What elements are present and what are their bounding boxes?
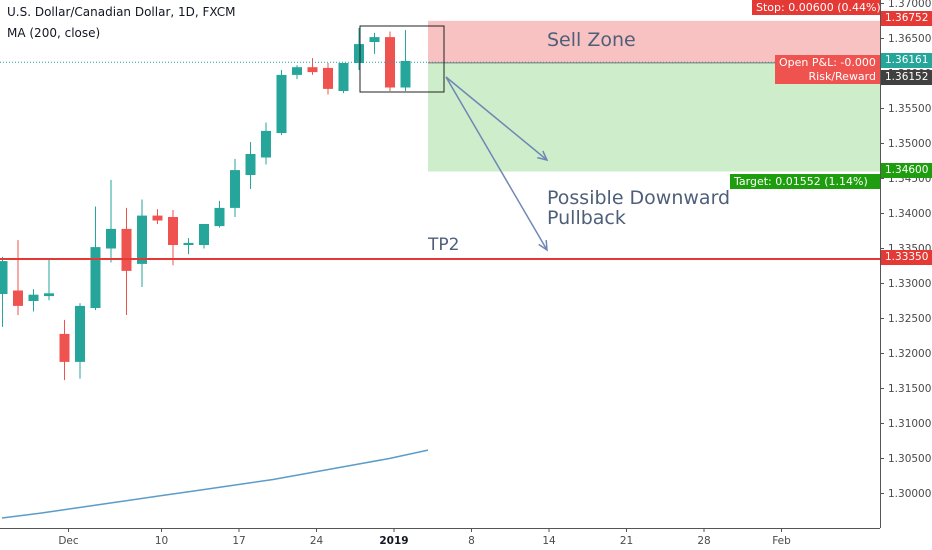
candle-body-up xyxy=(369,37,380,42)
chart-title: U.S. Dollar/Canadian Dollar, 1D, FXCM xyxy=(7,5,236,19)
pullback-arrow-target xyxy=(445,76,548,161)
date-tick-label: 24 xyxy=(310,535,324,547)
open-pnl-tag[interactable]: Open P&L: -0.000 xyxy=(775,55,880,70)
candle-body-up xyxy=(261,130,271,158)
price-tick-label: 1.33000 xyxy=(888,278,931,290)
price-tick-label: 1.34000 xyxy=(888,208,931,220)
date-tick-label: 8 xyxy=(468,535,475,547)
target-tag[interactable]: Target: 0.01552 (1.14%) xyxy=(730,174,880,189)
current-price-label: 1.36161 xyxy=(881,53,932,68)
candle-body-down xyxy=(13,290,23,306)
candle-body-up xyxy=(214,207,225,227)
candle-body-up xyxy=(137,215,147,264)
candle-body-up xyxy=(230,170,240,208)
tp2-label: TP2 xyxy=(427,235,459,255)
price-tick-label: 1.31000 xyxy=(888,418,931,430)
candle-body-up xyxy=(0,261,8,294)
price-tick-label: 1.32000 xyxy=(888,348,931,360)
price-tick-label: 1.32500 xyxy=(888,313,931,325)
candle-body-up xyxy=(292,67,302,75)
price-tick-label: 1.36500 xyxy=(888,33,931,45)
candle-body-down xyxy=(307,67,318,73)
sell-zone-label: Sell Zone xyxy=(547,29,636,51)
candle-body-up xyxy=(245,154,256,175)
price-tick-label: 1.35500 xyxy=(888,103,931,115)
price-tick-label: 1.30500 xyxy=(888,453,931,465)
entry-price-label: 1.36152 xyxy=(881,70,932,85)
pullback-label-line1: Possible Downward xyxy=(547,187,730,209)
price-tick-label: 1.31500 xyxy=(888,383,931,395)
date-tick-label: 21 xyxy=(620,535,633,547)
candle-body-up xyxy=(338,63,349,91)
date-tick-label: 17 xyxy=(232,535,245,547)
candle-body-up xyxy=(199,224,209,245)
candle-body-up xyxy=(276,74,287,133)
ma-200-line xyxy=(1,449,429,519)
pullback-label-line2: Pullback xyxy=(547,207,626,229)
candle-body-up xyxy=(400,60,411,88)
consolidation-box xyxy=(359,25,445,93)
price-tick-label: 1.35000 xyxy=(888,138,931,150)
date-tick-label: 28 xyxy=(697,535,710,547)
stop-price-label: 1.36752 xyxy=(881,11,932,26)
candle-body-up xyxy=(44,293,54,297)
date-tick-label: Feb xyxy=(772,535,791,547)
candle-body-down xyxy=(152,215,163,221)
price-tick-label: 1.37000 xyxy=(888,0,931,10)
pullback-arrow-tp2-head xyxy=(538,239,548,252)
candle-body-up xyxy=(90,247,101,308)
candle-body-up xyxy=(106,228,116,249)
date-tick-label: 10 xyxy=(155,535,168,547)
date-tick-label: Dec xyxy=(58,535,79,547)
indicator-label: MA (200, close) xyxy=(7,26,101,40)
candle-body-down xyxy=(59,333,70,362)
candle-body-down xyxy=(121,228,132,271)
candle-body-up xyxy=(28,294,39,301)
candle-body-down xyxy=(168,217,178,245)
candle-body-down xyxy=(323,67,333,89)
target-price-label: 1.34600 xyxy=(881,163,932,178)
candle-body-up xyxy=(75,305,85,362)
pullback-arrow-target-head xyxy=(537,150,549,162)
date-tick-label: 14 xyxy=(542,535,556,547)
candle-body-up xyxy=(354,44,364,63)
tp2-price-label: 1.33350 xyxy=(881,250,932,265)
stop-tag[interactable]: Stop: 0.00600 (0.44%) xyxy=(752,0,881,15)
date-tick-label: 2019 xyxy=(379,535,408,547)
candle-body-up xyxy=(183,242,194,245)
pullback-arrow-tp2 xyxy=(445,76,548,251)
risk-reward-tag[interactable]: Risk/Reward xyxy=(775,69,880,84)
price-tick-label: 1.30000 xyxy=(888,488,931,500)
